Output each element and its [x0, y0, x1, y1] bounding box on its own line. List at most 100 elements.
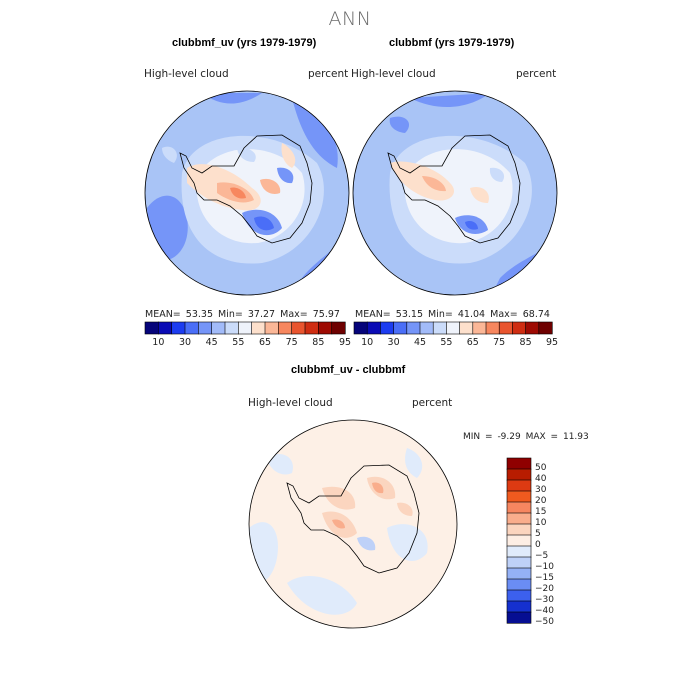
colorbar-tick-label: 65	[466, 337, 479, 348]
colorbar-swatch	[506, 468, 532, 481]
colorbar-swatch	[538, 321, 553, 335]
colorbar-swatch	[485, 321, 500, 335]
panel-1-stats: MEAN= 53.35 Min= 37.27 Max= 75.97	[145, 309, 340, 320]
colorbar-swatch	[406, 321, 421, 335]
colorbar-swatch	[506, 567, 532, 580]
panel-1-min-label: Min=	[218, 309, 243, 320]
colorbar-tick-label: 15	[535, 507, 547, 517]
panel-1-colorbar	[144, 321, 346, 335]
panel-1-max-value: 75.97	[312, 309, 340, 320]
colorbar-swatch	[238, 321, 253, 335]
panel-1-max-label: Max=	[280, 309, 308, 320]
panel-3-colorbar	[506, 457, 532, 624]
colorbar-swatch	[506, 545, 532, 558]
colorbar-swatch	[393, 321, 408, 335]
colorbar-tick-label: 10	[361, 337, 374, 348]
colorbar-swatch	[291, 321, 306, 335]
colorbar-swatch	[366, 321, 381, 335]
colorbar-swatch	[353, 321, 368, 335]
panel-2-max-value: 68.74	[522, 309, 550, 320]
colorbar-tick-label: 30	[178, 337, 192, 348]
panel-3-min-label: MIN =	[463, 432, 493, 442]
page-title: ANN	[328, 8, 372, 30]
panel-2-stats: MEAN= 53.15 Min= 41.04 Max= 68.74	[355, 309, 550, 320]
colorbar-swatch	[506, 600, 532, 613]
colorbar-swatch	[158, 321, 173, 335]
colorbar-tick-label: 85	[519, 337, 532, 348]
panel-3-polar-map	[248, 419, 458, 629]
colorbar-tick-label: 50	[535, 463, 547, 473]
panel-3-stats: MIN = -9.29 MAX = 11.93	[463, 432, 589, 442]
colorbar-swatch	[264, 321, 279, 335]
panel-3-units-label: percent	[412, 397, 453, 409]
panel-2-variable-label: High-level cloud	[351, 68, 436, 80]
colorbar-swatch	[498, 321, 513, 335]
colorbar-swatch	[331, 321, 346, 335]
colorbar-swatch	[506, 457, 532, 470]
colorbar-swatch	[525, 321, 540, 335]
colorbar-tick-label: 75	[493, 337, 506, 348]
panel-1-mean-value: 53.35	[185, 309, 213, 320]
panel-3-title: clubbmf_uv - clubbmf	[291, 364, 406, 376]
panel-2-min-label: Min=	[428, 309, 453, 320]
colorbar-swatch	[184, 321, 199, 335]
colorbar-swatch	[512, 321, 527, 335]
colorbar-swatch	[506, 556, 532, 569]
colorbar-swatch	[506, 479, 532, 492]
colorbar-swatch	[278, 321, 293, 335]
colorbar-swatch	[506, 512, 532, 525]
colorbar-tick-label: 45	[413, 337, 427, 348]
panel-2-colorbar	[353, 321, 553, 335]
colorbar-swatch	[459, 321, 474, 335]
colorbar-tick-label: 5	[535, 529, 541, 539]
colorbar-swatch	[318, 321, 333, 335]
colorbar-swatch	[224, 321, 239, 335]
colorbar-swatch	[446, 321, 461, 335]
colorbar-swatch	[171, 321, 186, 335]
panel-1-variable-label: High-level cloud	[144, 68, 229, 80]
panel-2-min-value: 41.04	[457, 309, 486, 320]
panel-1-mean-label: MEAN=	[145, 309, 181, 320]
panel-2-polar-map	[352, 90, 558, 296]
colorbar-tick-label: 45	[205, 337, 218, 348]
panel-2-units-label: percent	[516, 68, 557, 80]
colorbar-tick-label: 65	[258, 337, 272, 348]
colorbar-tick-label: 95	[545, 337, 559, 348]
colorbar-tick-label: −50	[535, 617, 554, 627]
colorbar-swatch	[506, 523, 532, 536]
colorbar-swatch	[472, 321, 487, 335]
colorbar-tick-label: 10	[152, 337, 165, 348]
colorbar-swatch	[198, 321, 213, 335]
colorbar-swatch	[506, 578, 532, 591]
colorbar-tick-label: 75	[285, 337, 298, 348]
panel-3-min-value: -9.29	[497, 432, 521, 442]
colorbar-swatch	[304, 321, 319, 335]
panel-1-units-label: percent	[308, 68, 349, 80]
colorbar-tick-label: 10	[535, 518, 547, 528]
panel-3-max-label: MAX =	[525, 432, 559, 442]
colorbar-swatch	[432, 321, 447, 335]
colorbar-tick-label: 20	[535, 496, 547, 506]
colorbar-tick-label: 30	[535, 485, 547, 495]
colorbar-tick-label: 30	[387, 337, 400, 348]
panel-2-mean-label: MEAN=	[355, 309, 391, 320]
panel-1-min-value: 37.27	[247, 309, 276, 320]
panel-2-mean-value: 53.15	[395, 309, 423, 320]
colorbar-swatch	[251, 321, 266, 335]
colorbar-tick-label: 55	[232, 337, 245, 348]
colorbar-swatch	[419, 321, 434, 335]
colorbar-swatch	[506, 611, 532, 624]
panel-2-title: clubbmf (yrs 1979-1979)	[389, 37, 515, 49]
panel-1-title: clubbmf_uv (yrs 1979-1979)	[172, 37, 317, 49]
colorbar-swatch	[506, 534, 532, 547]
colorbar-swatch	[506, 589, 532, 602]
colorbar-tick-label: 55	[440, 337, 453, 348]
colorbar-tick-label: −15	[535, 573, 554, 583]
colorbar-tick-label: −40	[535, 606, 554, 616]
colorbar-tick-label: 40	[535, 474, 547, 484]
colorbar-swatch	[211, 321, 226, 335]
colorbar-tick-label: 95	[338, 337, 352, 348]
colorbar-tick-label: −5	[535, 551, 549, 561]
colorbar-swatch	[506, 501, 532, 514]
panel-1-polar-map	[144, 90, 350, 296]
